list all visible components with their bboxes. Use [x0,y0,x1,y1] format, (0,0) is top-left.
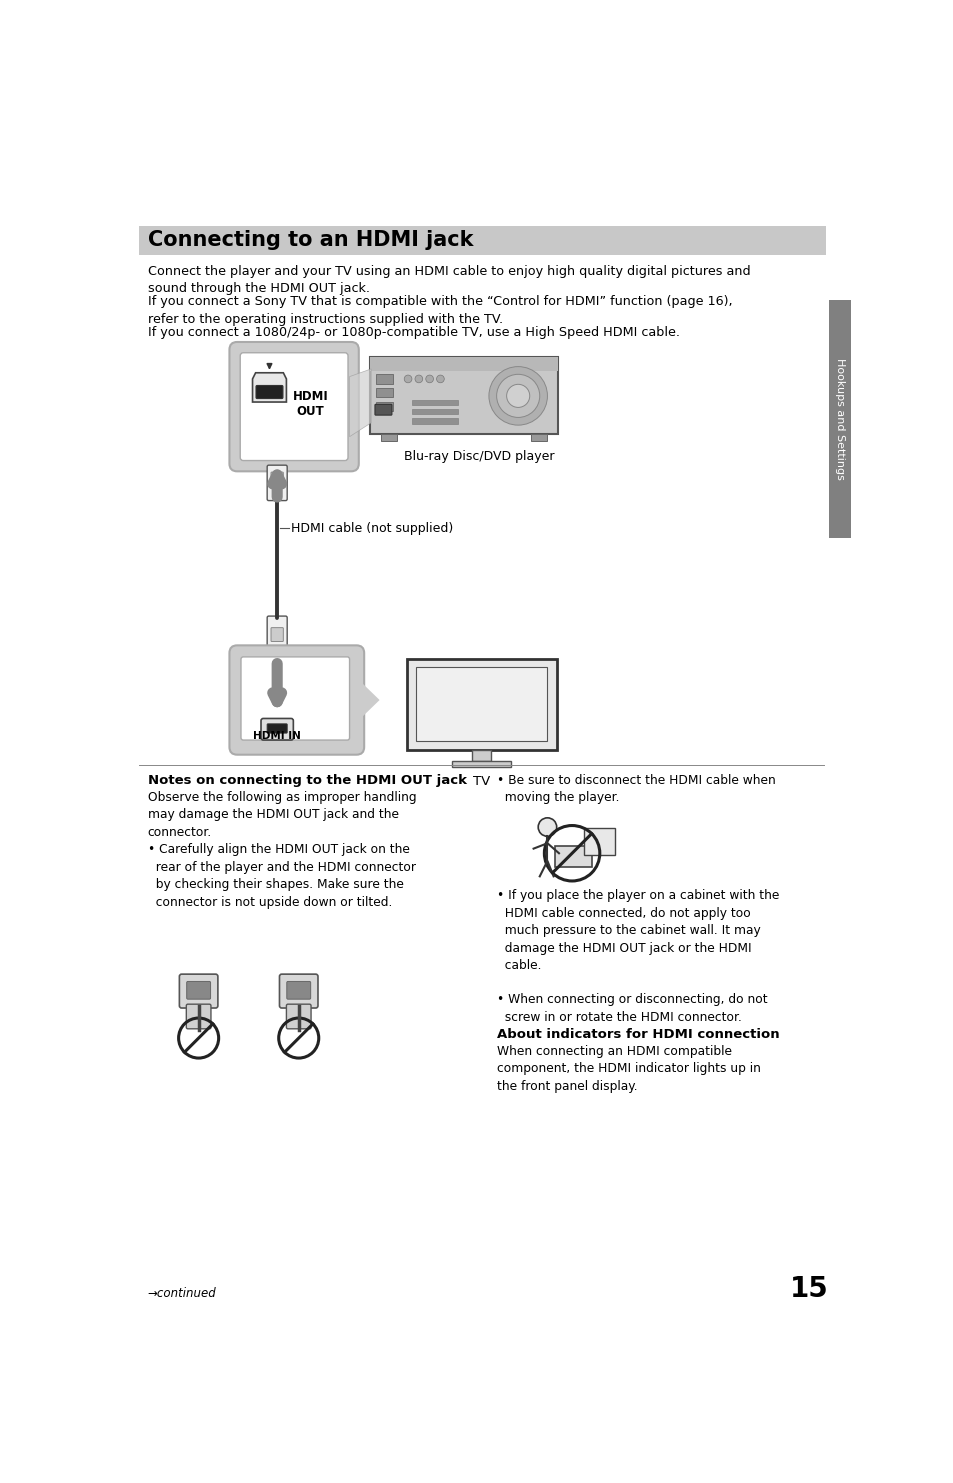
FancyBboxPatch shape [271,627,283,642]
FancyBboxPatch shape [255,386,283,399]
FancyBboxPatch shape [241,657,349,740]
Polygon shape [349,369,371,436]
Bar [555,845,592,868]
Text: If you connect a Sony TV that is compatible with the “Control for HDMI” function: If you connect a Sony TV that is compati… [148,295,732,325]
Bar [412,418,457,424]
Text: →continued: →continued [148,1287,216,1299]
Text: • When connecting or disconnecting, do not
  screw in or rotate the HDMI connect: • When connecting or disconnecting, do n… [497,994,767,1023]
Circle shape [436,375,444,383]
Bar [416,667,547,742]
Bar [406,660,557,750]
Bar [412,400,457,405]
Text: Blu-ray Disc/DVD player: Blu-ray Disc/DVD player [404,449,554,463]
FancyBboxPatch shape [229,645,364,755]
Bar [531,435,546,440]
Bar [369,357,558,371]
Text: TV: TV [473,774,490,787]
FancyBboxPatch shape [267,466,287,501]
Text: Connect the player and your TV using an HDMI cable to enjoy high quality digital: Connect the player and your TV using an … [148,265,750,295]
Circle shape [497,374,539,417]
Polygon shape [253,372,286,402]
FancyBboxPatch shape [240,353,348,461]
Bar [472,750,491,761]
Bar [381,435,396,440]
Circle shape [537,817,557,836]
Circle shape [506,384,529,408]
Bar [452,761,511,767]
Text: Hookups and Settings: Hookups and Settings [834,357,844,480]
Bar [828,300,850,538]
Text: HDMI cable (not supplied): HDMI cable (not supplied) [291,522,453,535]
FancyBboxPatch shape [229,343,358,472]
Text: • If you place the player on a cabinet with the
  HDMI cable connected, do not a: • If you place the player on a cabinet w… [497,890,779,973]
Text: HDMI IN: HDMI IN [253,731,301,742]
Text: Notes on connecting to the HDMI OUT jack: Notes on connecting to the HDMI OUT jack [148,774,466,787]
Bar [375,402,393,411]
Text: • Carefully align the HDMI OUT jack on the
  rear of the player and the HDMI con: • Carefully align the HDMI OUT jack on t… [148,844,416,909]
FancyBboxPatch shape [271,472,283,486]
Text: Observe the following as improper handling
may damage the HDMI OUT jack and the
: Observe the following as improper handli… [148,790,416,839]
Bar [375,389,393,397]
FancyBboxPatch shape [279,974,317,1008]
Text: HDMI
OUT: HDMI OUT [293,390,328,418]
Text: 15: 15 [789,1275,827,1302]
Text: About indicators for HDMI connection: About indicators for HDMI connection [497,1028,780,1041]
Bar [584,828,615,854]
FancyBboxPatch shape [179,974,217,1008]
FancyBboxPatch shape [267,724,287,733]
FancyBboxPatch shape [186,1004,211,1029]
Text: Connecting to an HDMI jack: Connecting to an HDMI jack [148,230,473,251]
FancyBboxPatch shape [261,718,293,740]
Text: If you connect a 1080/24p- or 1080p-compatible TV, use a High Speed HDMI cable.: If you connect a 1080/24p- or 1080p-comp… [148,326,679,338]
Text: When connecting an HDMI compatible
component, the HDMI indicator lights up in
th: When connecting an HDMI compatible compo… [497,1046,760,1093]
Polygon shape [355,676,379,724]
FancyBboxPatch shape [267,615,287,651]
Circle shape [488,366,547,426]
Text: • Be sure to disconnect the HDMI cable when
  moving the player.: • Be sure to disconnect the HDMI cable w… [497,774,776,804]
Bar [369,357,558,435]
FancyBboxPatch shape [375,405,392,415]
Bar [375,374,393,384]
Circle shape [404,375,412,383]
Circle shape [425,375,433,383]
FancyBboxPatch shape [286,1004,311,1029]
Bar [412,409,457,414]
Bar [138,227,825,255]
FancyBboxPatch shape [287,982,311,1000]
FancyBboxPatch shape [187,982,211,1000]
Circle shape [415,375,422,383]
